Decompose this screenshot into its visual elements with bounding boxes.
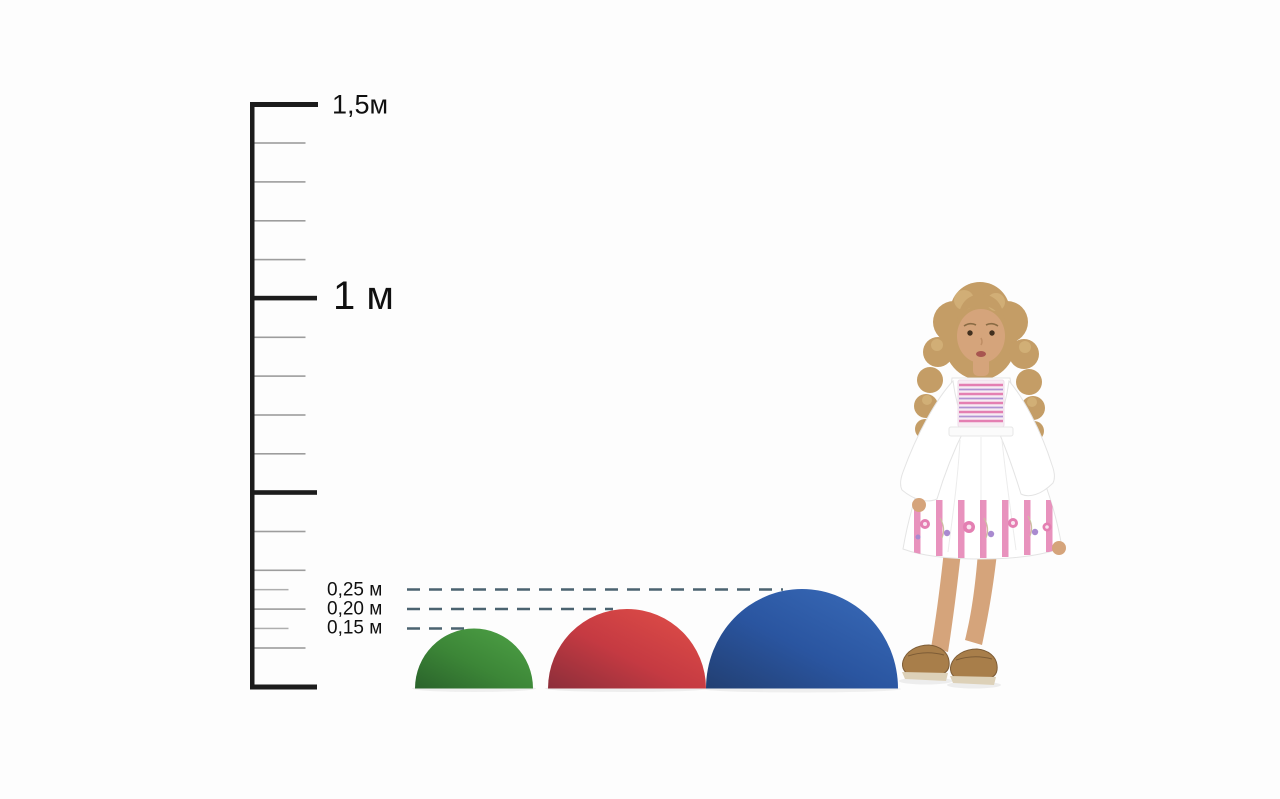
ruler-tick-0-15m: [254, 627, 289, 630]
ruler-label-1-5m: 1,5м: [332, 89, 389, 120]
ruler-label-1m: 1 м: [333, 274, 394, 318]
hair-fringe: [957, 294, 1005, 325]
child-shoes: [902, 644, 998, 681]
ruler: [250, 102, 318, 690]
child-dress: [900, 377, 1063, 560]
shoe-soles: [902, 672, 996, 685]
ruler-tick-0m: [250, 684, 317, 690]
bodice-stripes-lavender: [959, 388, 1003, 418]
green-dome: [415, 628, 533, 689]
ruler-tick-1m: [250, 295, 317, 301]
child-skin: [931, 309, 1005, 652]
child-figure: [899, 282, 1066, 689]
ruler-tick-0-25m: [254, 588, 289, 591]
bodice-stripes-pink: [959, 383, 1003, 423]
blue-dome: [706, 589, 898, 689]
height-label-0-25m: 0,25 м: [327, 579, 383, 601]
red-dome: [548, 609, 706, 689]
height-dash-lines: [407, 588, 783, 630]
ruler-short-ticks: [254, 588, 289, 630]
height-label-0-20m: 0,20 м: [327, 598, 383, 620]
ruler-tick-0-5m: [250, 490, 317, 495]
height-label-0-15m: 0,15 м: [327, 617, 383, 639]
child-face: [963, 322, 999, 357]
dress-sash: [948, 426, 1014, 437]
dress-hem-embroidery: [914, 500, 1053, 558]
child-hands: [912, 498, 1066, 555]
ruler-minor-ticks: [254, 142, 306, 649]
ruler-frame: [250, 102, 318, 690]
